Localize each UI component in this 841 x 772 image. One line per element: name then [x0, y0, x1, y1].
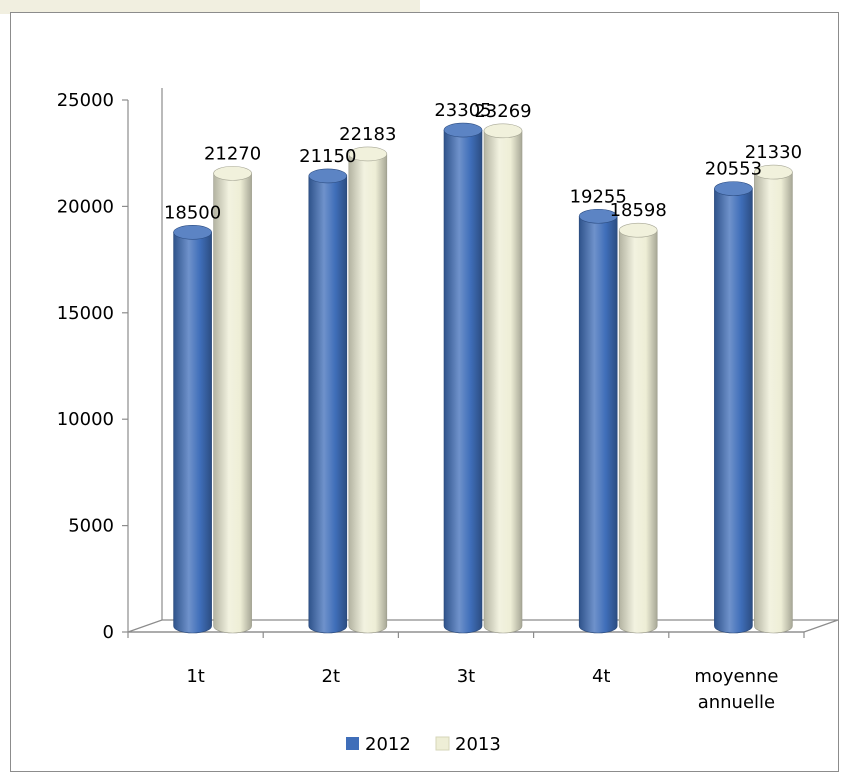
y-tick-label: 20000	[57, 196, 114, 217]
bar-top	[308, 168, 348, 184]
data-label: 18500	[164, 202, 221, 223]
header-strip	[0, 0, 420, 14]
bar-body	[483, 130, 523, 634]
data-label: 19255	[570, 186, 627, 207]
bar-body	[754, 171, 793, 634]
bar	[618, 222, 658, 634]
bar	[213, 166, 252, 634]
bar-top	[578, 208, 618, 224]
legend-label: 2013	[455, 734, 501, 755]
bar-top	[213, 166, 252, 181]
y-tick-label: 5000	[68, 516, 114, 537]
bars	[173, 122, 793, 634]
bar-top	[173, 225, 212, 240]
legend-swatch	[435, 736, 450, 751]
bar	[578, 208, 618, 634]
legend: 2012 2013	[346, 734, 501, 755]
y-tick-label: 10000	[57, 409, 114, 430]
data-label: 20553	[705, 159, 762, 180]
bar-top	[754, 164, 793, 180]
x-tick-label: annuelle	[698, 692, 775, 713]
bar-top	[483, 123, 523, 139]
bar	[443, 122, 483, 634]
data-label: 21330	[745, 142, 802, 163]
data-label: 21270	[204, 143, 261, 164]
data-label: 23269	[474, 101, 531, 122]
data-label: 22183	[339, 124, 396, 145]
bar-body	[173, 232, 212, 634]
x-tick-label: 4t	[592, 666, 611, 687]
x-tick-label: 1t	[186, 666, 205, 687]
bar	[308, 168, 348, 634]
bar-body	[213, 173, 252, 634]
bar	[754, 164, 793, 634]
x-tick-label: 2t	[322, 666, 341, 687]
y-tick-label: 25000	[57, 90, 114, 111]
bar-body	[618, 229, 658, 634]
data-label: 21150	[299, 146, 356, 167]
data-label: 23305	[434, 100, 491, 121]
bar-top	[618, 222, 658, 238]
bar-top	[443, 122, 483, 138]
chart-frame	[10, 12, 839, 772]
axes: 0 5000 10000 15000 20000 25000 1t 2t 3t 4t moyenne…	[57, 88, 839, 713]
legend-swatch	[346, 737, 359, 750]
y-tick-label: 15000	[57, 303, 114, 324]
bar-top	[348, 146, 388, 162]
bar	[483, 123, 523, 634]
legend-label: 2012	[365, 734, 411, 755]
bar-body	[714, 188, 753, 634]
bar-body	[578, 215, 618, 634]
bar-body	[308, 175, 348, 634]
x-tick-label: moyenne	[694, 666, 778, 687]
y-tick-label: 0	[103, 622, 114, 643]
data-label: 18598	[610, 200, 667, 221]
bar-body	[443, 129, 483, 634]
bar	[173, 225, 212, 634]
x-tick-label: 3t	[457, 666, 476, 687]
bar	[348, 146, 388, 634]
bar	[714, 181, 753, 634]
bar-body	[348, 153, 388, 634]
bar-top	[714, 181, 753, 196]
